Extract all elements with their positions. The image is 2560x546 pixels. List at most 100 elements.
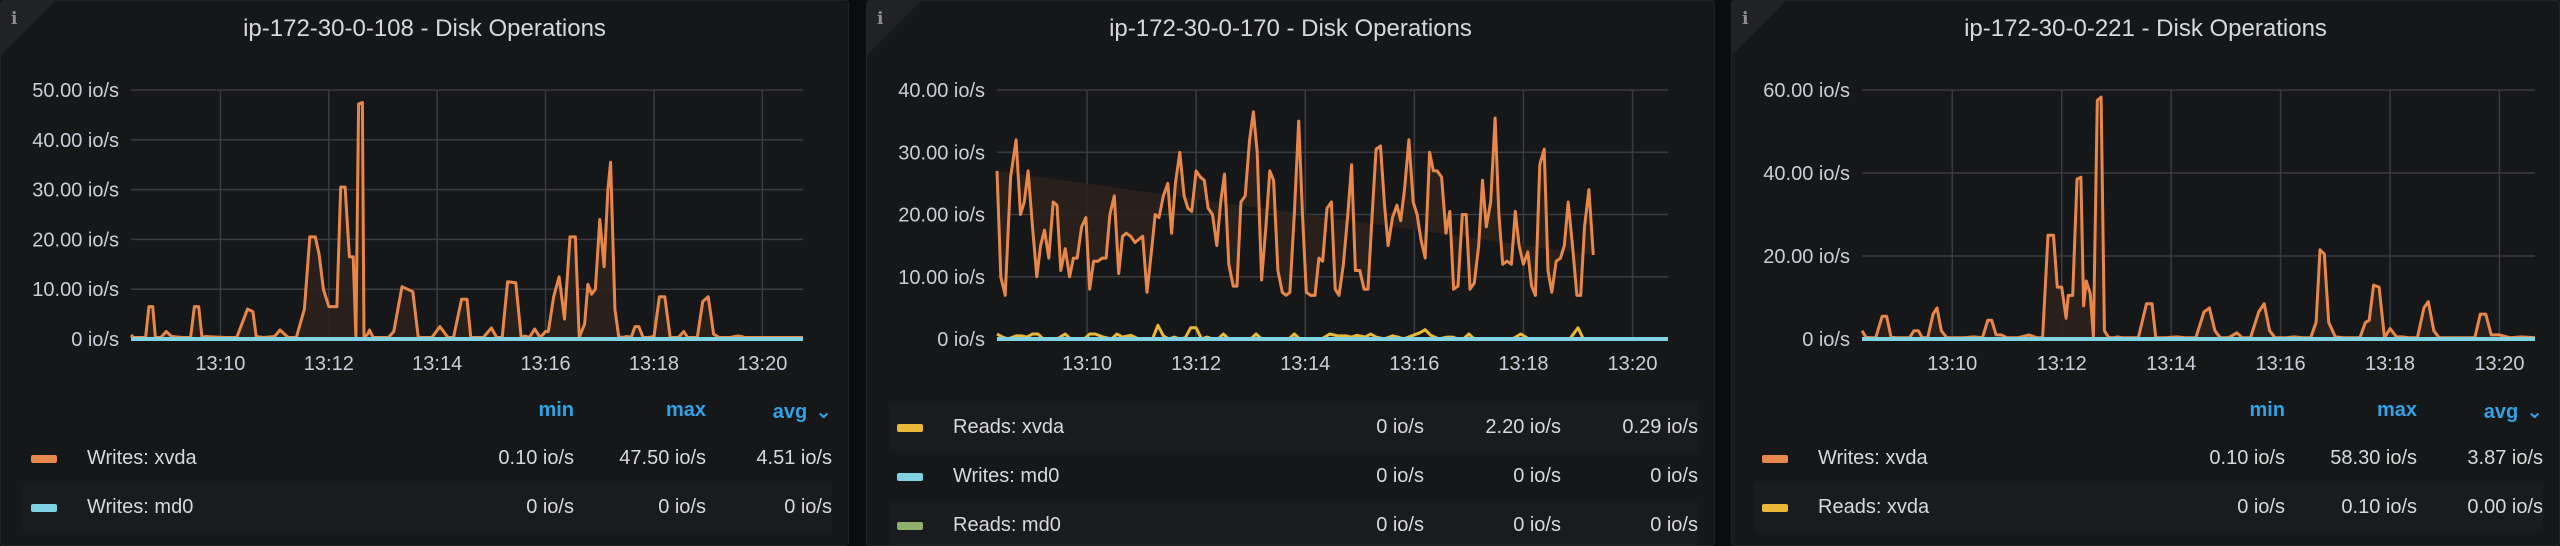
chart-plot[interactable]: 0 io/s 10.00 io/s 20.00 io/s 30.00 io/s 40.0…: [1, 1, 849, 381]
series-color-swatch[interactable]: [897, 521, 923, 530]
panel-disk-ops-221: i ip-172-30-0-221 - Disk Operations 0 io…: [1731, 0, 2560, 546]
legend-row[interactable]: Writes: md0 0 io/s 0 io/s 0 io/s: [889, 452, 1698, 501]
series-min: 0 io/s: [1376, 514, 1424, 536]
legend-sort-avg[interactable]: avg ⌄: [2483, 401, 2543, 423]
series-color-swatch[interactable]: [897, 472, 923, 481]
y-axis-label: 20.00 io/s: [898, 205, 985, 227]
x-axis-label: 13:10: [1927, 353, 1977, 375]
y-axis-label: 10.00 io/s: [898, 267, 985, 289]
panel-disk-ops-108: i ip-172-30-0-108 - Disk Operations 0 io…: [0, 0, 849, 546]
y-axis-label: 0 io/s: [1802, 329, 1850, 351]
legend-row[interactable]: Writes: md0 0 io/s 0 io/s 0 io/s: [23, 483, 832, 532]
x-axis-label: 13:12: [1171, 353, 1221, 375]
series-avg: 0 io/s: [1650, 465, 1698, 487]
info-icon[interactable]: i: [11, 9, 18, 29]
legend-sort-min[interactable]: min: [2249, 399, 2285, 421]
x-axis-label: 13:18: [2365, 353, 2415, 375]
series-min: 0.10 io/s: [498, 447, 574, 469]
info-icon[interactable]: i: [877, 9, 884, 29]
series-max: 47.50 io/s: [619, 447, 706, 469]
panel-title[interactable]: ip-172-30-0-221 - Disk Operations: [1964, 15, 2327, 42]
series-avg: 0.00 io/s: [2467, 496, 2543, 518]
legend-row[interactable]: Writes: xvda 0.10 io/s 47.50 io/s 4.51 i…: [23, 434, 832, 483]
series-line: [995, 110, 1595, 297]
series-color-swatch[interactable]: [31, 454, 57, 463]
series-name[interactable]: Writes: xvda: [87, 447, 197, 469]
panel-title[interactable]: ip-172-30-0-108 - Disk Operations: [243, 15, 606, 42]
y-axis-label: 30.00 io/s: [32, 180, 119, 202]
x-axis-label: 13:16: [521, 353, 571, 375]
series-max: 0 io/s: [1513, 514, 1561, 536]
legend-row[interactable]: Writes: xvda 0.10 io/s 58.30 io/s 3.87 i…: [1754, 434, 2543, 483]
legend-sort-max[interactable]: max: [2376, 399, 2417, 421]
chevron-down-icon: ⌄: [815, 401, 832, 423]
x-axis-label: 13:20: [2474, 353, 2524, 375]
series-color-swatch[interactable]: [1762, 454, 1788, 463]
y-axis-label: 0 io/s: [937, 329, 985, 351]
x-axis-label: 13:16: [2256, 353, 2306, 375]
series-max: 2.20 io/s: [1485, 416, 1561, 438]
series-name[interactable]: Reads: xvda: [953, 416, 1065, 438]
x-axis-label: 13:10: [195, 353, 245, 375]
y-axis-label: 40.00 io/s: [1763, 163, 1850, 185]
series-color-swatch[interactable]: [897, 423, 923, 432]
x-axis-label: 13:12: [2037, 353, 2087, 375]
series-max: 0 io/s: [658, 496, 706, 518]
panel-title[interactable]: ip-172-30-0-170 - Disk Operations: [1109, 15, 1472, 42]
x-axis-label: 13:20: [737, 353, 787, 375]
panel-disk-ops-170: i ip-172-30-0-170 - Disk Operations 0 io…: [866, 0, 1715, 546]
chart-plot[interactable]: 0 io/s 10.00 io/s 20.00 io/s 30.00 io/s 40.0…: [867, 1, 1715, 381]
x-axis-label: 13:14: [412, 353, 462, 375]
legend-sort-avg[interactable]: avg ⌄: [772, 401, 832, 423]
x-axis-label: 13:12: [304, 353, 354, 375]
series-min: 0 io/s: [1376, 465, 1424, 487]
series-min: 0 io/s: [1376, 416, 1424, 438]
series-line: [996, 323, 1668, 341]
legend-row[interactable]: Reads: xvda 0 io/s 2.20 io/s 0.29 io/s: [889, 403, 1698, 452]
series-min: 0 io/s: [526, 496, 574, 518]
series-max: 0.10 io/s: [2341, 496, 2417, 518]
series-min: 0 io/s: [2237, 496, 2285, 518]
y-axis-label: 20.00 io/s: [1763, 246, 1850, 268]
x-axis-label: 13:18: [629, 353, 679, 375]
series-color-swatch[interactable]: [1762, 503, 1788, 512]
series-line: [129, 101, 803, 339]
x-axis-label: 13:14: [1280, 353, 1330, 375]
x-axis-label: 13:16: [1389, 353, 1439, 375]
series-avg: 3.87 io/s: [2467, 447, 2543, 469]
legend-sort-min[interactable]: min: [538, 399, 574, 421]
legend-row[interactable]: Reads: xvda 0 io/s 0.10 io/s 0.00 io/s: [1754, 483, 2543, 532]
x-axis-label: 13:20: [1608, 353, 1658, 375]
y-axis-label: 10.00 io/s: [32, 279, 119, 301]
series-avg: 0 io/s: [784, 496, 832, 518]
series-avg: 4.51 io/s: [756, 447, 832, 469]
y-axis-label: 0 io/s: [71, 329, 119, 351]
y-axis-label: 30.00 io/s: [898, 142, 985, 164]
series-min: 0.10 io/s: [2209, 447, 2285, 469]
series-name[interactable]: Reads: xvda: [1818, 496, 1930, 518]
legend-sort-max[interactable]: max: [665, 399, 706, 421]
chart-plot[interactable]: 0 io/s 20.00 io/s 40.00 io/s 60.00 io/s 13:1…: [1732, 1, 2560, 381]
series-name[interactable]: Writes: xvda: [1818, 447, 1928, 469]
x-axis-label: 13:18: [1498, 353, 1548, 375]
series-max: 58.30 io/s: [2330, 447, 2417, 469]
y-axis-label: 40.00 io/s: [32, 130, 119, 152]
y-axis-label: 40.00 io/s: [898, 80, 985, 102]
legend-header: min max avg ⌄: [464, 399, 832, 429]
series-color-swatch[interactable]: [31, 503, 57, 512]
series-name[interactable]: Writes: md0: [87, 496, 194, 518]
series-line: [1860, 95, 2536, 340]
y-axis-label: 20.00 io/s: [32, 229, 119, 251]
series-avg: 0.29 io/s: [1622, 416, 1698, 438]
series-avg: 0 io/s: [1650, 514, 1698, 536]
chevron-down-icon: ⌄: [2526, 401, 2543, 423]
series-name[interactable]: Writes: md0: [953, 465, 1060, 487]
y-axis-label: 60.00 io/s: [1763, 80, 1850, 102]
info-icon[interactable]: i: [1742, 9, 1749, 29]
series-max: 0 io/s: [1513, 465, 1561, 487]
x-axis-label: 13:14: [2146, 353, 2196, 375]
legend-row[interactable]: Reads: md0 0 io/s 0 io/s 0 io/s: [889, 501, 1698, 545]
info-corner: [1, 1, 55, 55]
series-name[interactable]: Reads: md0: [953, 514, 1061, 536]
x-axis-label: 13:10: [1062, 353, 1112, 375]
